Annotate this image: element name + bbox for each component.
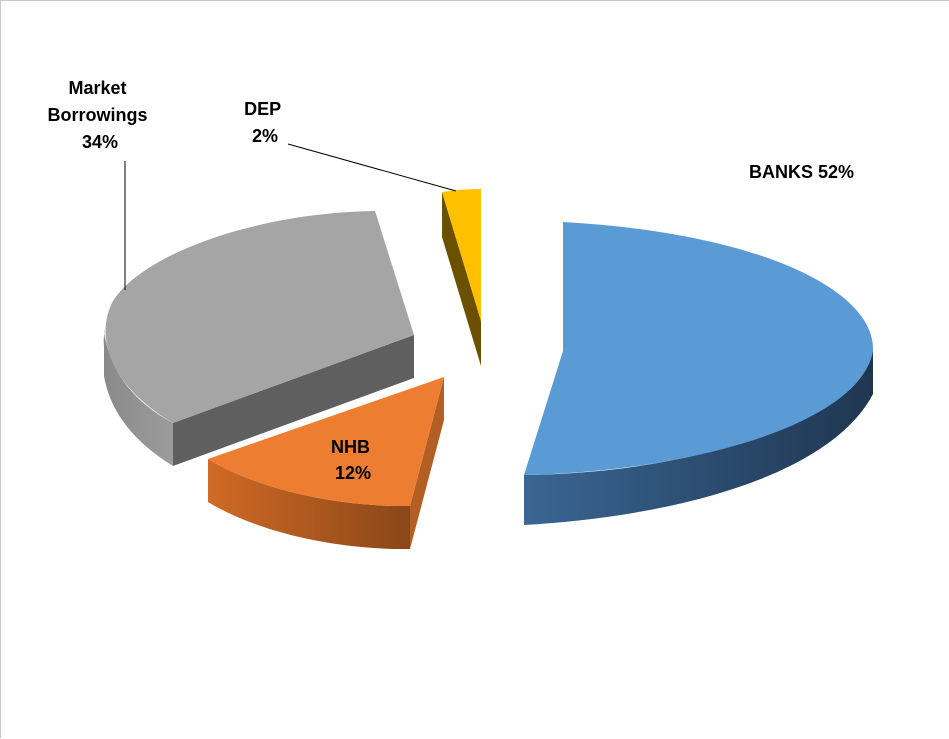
slice-dep — [442, 189, 481, 366]
label-market-borrowings: Market Borrowings 34% — [47, 78, 152, 152]
slice-nhb-top — [208, 377, 444, 507]
slice-nhb-side — [208, 459, 410, 550]
slice-market-borrowings-side — [103, 290, 173, 466]
slice-banks-side — [524, 351, 873, 525]
leader-line-dep — [287, 143, 457, 192]
slice-market-borrowings — [103, 211, 415, 466]
slice-market-borrowings-cut-face — [173, 335, 414, 466]
slice-market-borrowings-top — [105, 211, 415, 423]
slice-nhb-right-face — [410, 377, 444, 549]
label-nhb: NHB 12% — [331, 437, 375, 483]
label-dep: DEP 2% — [244, 99, 286, 146]
slice-dep-top — [442, 189, 481, 321]
slice-nhb — [208, 377, 444, 550]
slice-banks-top — [524, 222, 874, 475]
label-banks: BANKS 52% — [749, 162, 854, 182]
slice-dep-cut-face — [442, 192, 481, 366]
slice-banks — [524, 222, 874, 525]
